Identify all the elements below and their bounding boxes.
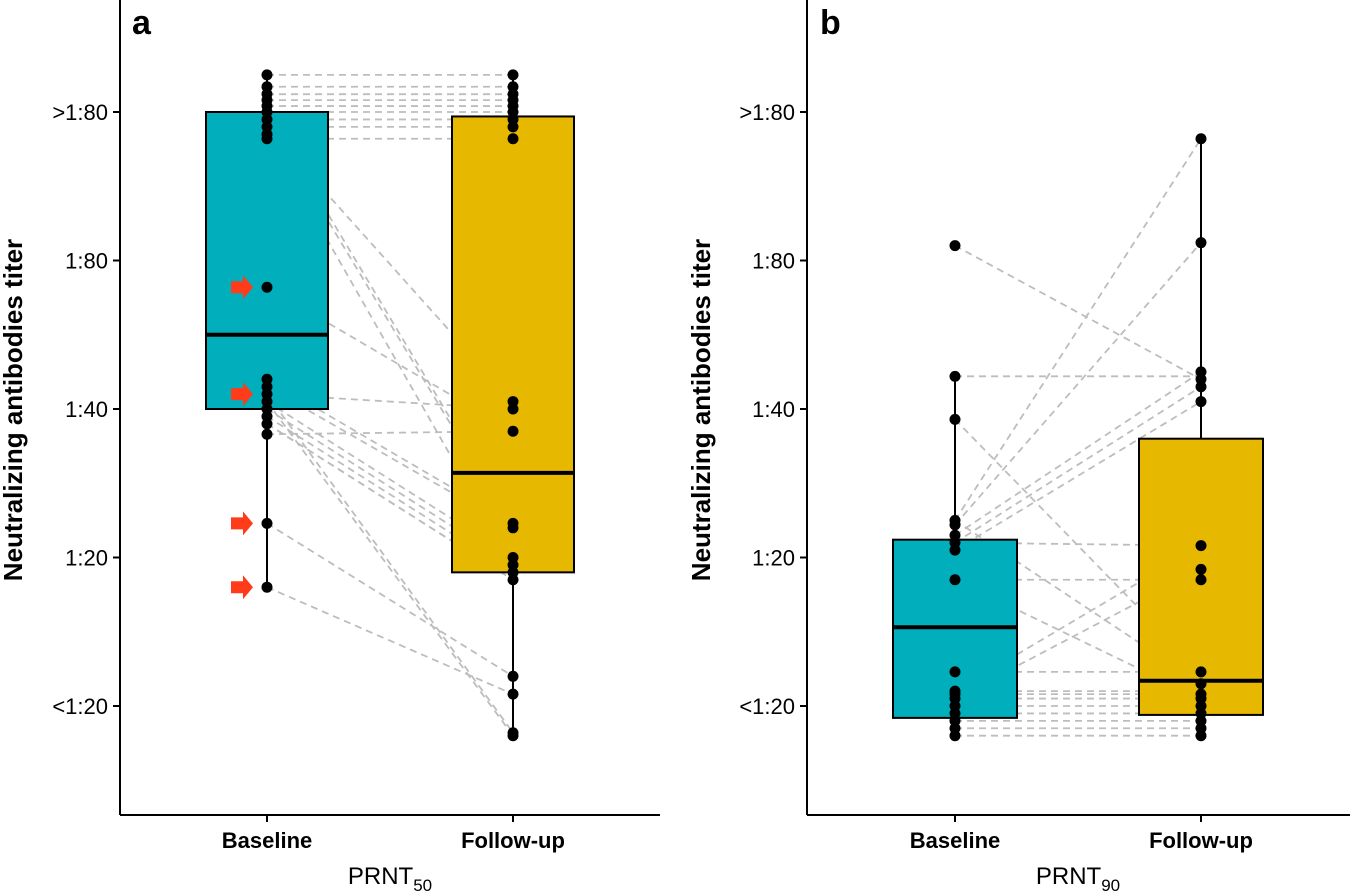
data-point-b — [949, 666, 961, 678]
data-point-b — [949, 413, 961, 425]
arrow-marker-icon — [231, 382, 253, 407]
y-tick-label-b: 1:80 — [752, 249, 795, 274]
data-point-a — [507, 574, 519, 586]
pair-line-b — [954, 244, 1202, 381]
data-point-b — [949, 240, 961, 252]
x-axis-title-sub-b: 90 — [1101, 876, 1120, 892]
y-tick-label-a: 1:40 — [65, 397, 108, 422]
y-tick-label-a: <1:20 — [52, 694, 108, 719]
data-point-b — [949, 730, 961, 742]
arrow-marker-icon — [231, 511, 253, 536]
data-point-a — [507, 403, 519, 415]
pair-line-a — [266, 586, 514, 695]
x-axis-title-main-b: PRNT — [1036, 863, 1102, 890]
data-point-a — [507, 730, 519, 742]
data-point-b — [1195, 396, 1207, 408]
pair-line-a — [266, 522, 514, 678]
data-point-a — [261, 133, 273, 145]
data-point-b — [949, 544, 961, 556]
data-point-a — [261, 69, 273, 81]
pair-line-b — [954, 385, 1202, 544]
x-axis-title-sub-a: 50 — [413, 876, 432, 892]
data-point-b — [1195, 381, 1207, 393]
data-point-b — [1195, 666, 1207, 678]
y-tick-label-b: 1:40 — [752, 397, 795, 422]
data-point-b — [1195, 574, 1207, 586]
arrow-marker-icon — [231, 275, 253, 300]
box-a — [205, 111, 329, 410]
y-tick-label-b: 1:20 — [752, 546, 795, 571]
data-point-a — [261, 418, 273, 430]
data-point-a — [507, 121, 519, 133]
data-point-b — [949, 370, 961, 382]
data-point-a — [507, 133, 519, 145]
data-point-a — [261, 281, 273, 293]
pair-line-a — [266, 401, 514, 737]
pair-line-b — [954, 138, 1202, 521]
panel-b: b <1:20 1:20 1:40 1:80 >1:80 Baseline Follow-u… — [686, 0, 1350, 892]
panel-label-a: a — [132, 4, 152, 42]
data-point-a — [507, 425, 519, 437]
y-axis-title-a: Neutralizing antibodies titer — [0, 239, 28, 581]
data-point-a — [507, 69, 519, 81]
data-point-a — [261, 517, 273, 529]
data-point-b — [949, 519, 961, 531]
x-tick-label-b: Baseline — [910, 828, 1001, 853]
data-point-b — [1195, 563, 1207, 575]
data-point-a — [507, 670, 519, 682]
y-tick-label-b: <1:20 — [739, 694, 795, 719]
box-a — [451, 115, 575, 574]
pair-line-b — [954, 242, 1202, 526]
data-point-b — [1195, 540, 1207, 552]
x-axis-title-main-a: PRNT — [348, 863, 414, 890]
panel-label-b: b — [820, 4, 841, 42]
x-tick-label-a: Follow-up — [461, 828, 565, 853]
panel-a: a <1:20 1:20 1:40 1:80 >1:80 Baseline Follow-u… — [0, 0, 660, 892]
y-tick-label-a: 1:80 — [65, 249, 108, 274]
data-point-b — [1195, 133, 1207, 145]
y-tick-label-a: 1:20 — [65, 546, 108, 571]
x-axis-title-b: PRNT90 — [1036, 863, 1120, 892]
y-tick-label-b: >1:80 — [739, 100, 795, 125]
data-point-b — [1195, 678, 1207, 690]
data-point-a — [507, 688, 519, 700]
x-tick-label-a: Baseline — [222, 828, 313, 853]
pair-line-b — [954, 578, 1202, 700]
y-tick-label-a: >1:80 — [52, 100, 108, 125]
arrow-marker-icon — [231, 575, 253, 600]
data-point-b — [1195, 237, 1207, 249]
data-point-b — [1195, 730, 1207, 742]
pair-line-b — [954, 371, 1202, 536]
x-axis-title-a: PRNT50 — [348, 863, 432, 892]
data-point-a — [261, 428, 273, 440]
data-point-a — [507, 522, 519, 534]
pair-line-a — [266, 393, 514, 734]
data-point-b — [949, 574, 961, 586]
data-point-a — [261, 581, 273, 593]
x-tick-label-b: Follow-up — [1149, 828, 1253, 853]
y-axis-title-b: Neutralizing antibodies titer — [686, 239, 716, 581]
